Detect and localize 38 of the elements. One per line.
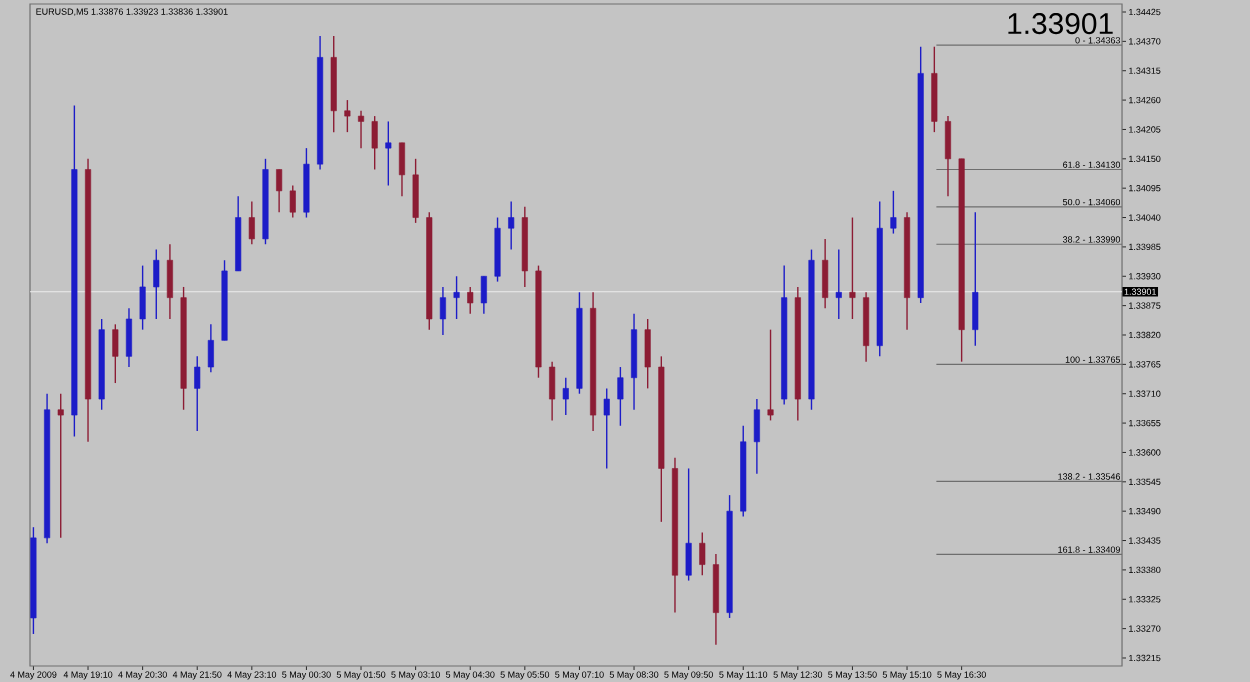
candlestick	[358, 110, 365, 149]
candlestick	[972, 211, 979, 347]
candlestick	[617, 366, 624, 427]
candlestick	[166, 243, 173, 320]
candlestick	[371, 115, 378, 171]
candlestick	[822, 238, 829, 309]
annotation: 1.33901	[1008, 12, 1113, 35]
candlestick	[699, 531, 706, 576]
candlestick	[276, 168, 283, 213]
candlestick	[549, 360, 556, 422]
candlestick	[767, 328, 774, 422]
candlestick	[890, 190, 897, 235]
candlestick	[562, 377, 569, 416]
candlestick	[603, 387, 610, 470]
candlestick	[344, 99, 351, 133]
candlestick	[207, 323, 214, 374]
candlestick	[412, 158, 419, 224]
candlestick	[153, 248, 160, 320]
candlestick	[508, 200, 515, 251]
candlestick	[849, 216, 856, 320]
candlestick	[439, 286, 446, 336]
candlestick	[125, 307, 133, 368]
candlestick	[112, 323, 119, 384]
candlestick	[453, 275, 460, 320]
candlestick	[385, 120, 392, 187]
candlestick	[685, 467, 692, 582]
candlestick	[398, 142, 406, 197]
candlestick	[644, 318, 651, 390]
candlestick	[194, 355, 201, 432]
candlestick	[835, 248, 842, 320]
candlestick	[467, 286, 474, 315]
candlestick	[57, 393, 64, 539]
candlestick	[139, 264, 146, 331]
candlestick	[289, 184, 296, 219]
candlestick	[753, 398, 760, 475]
candlestick	[480, 275, 487, 315]
candlestick	[248, 200, 255, 245]
candlestick	[944, 115, 952, 197]
